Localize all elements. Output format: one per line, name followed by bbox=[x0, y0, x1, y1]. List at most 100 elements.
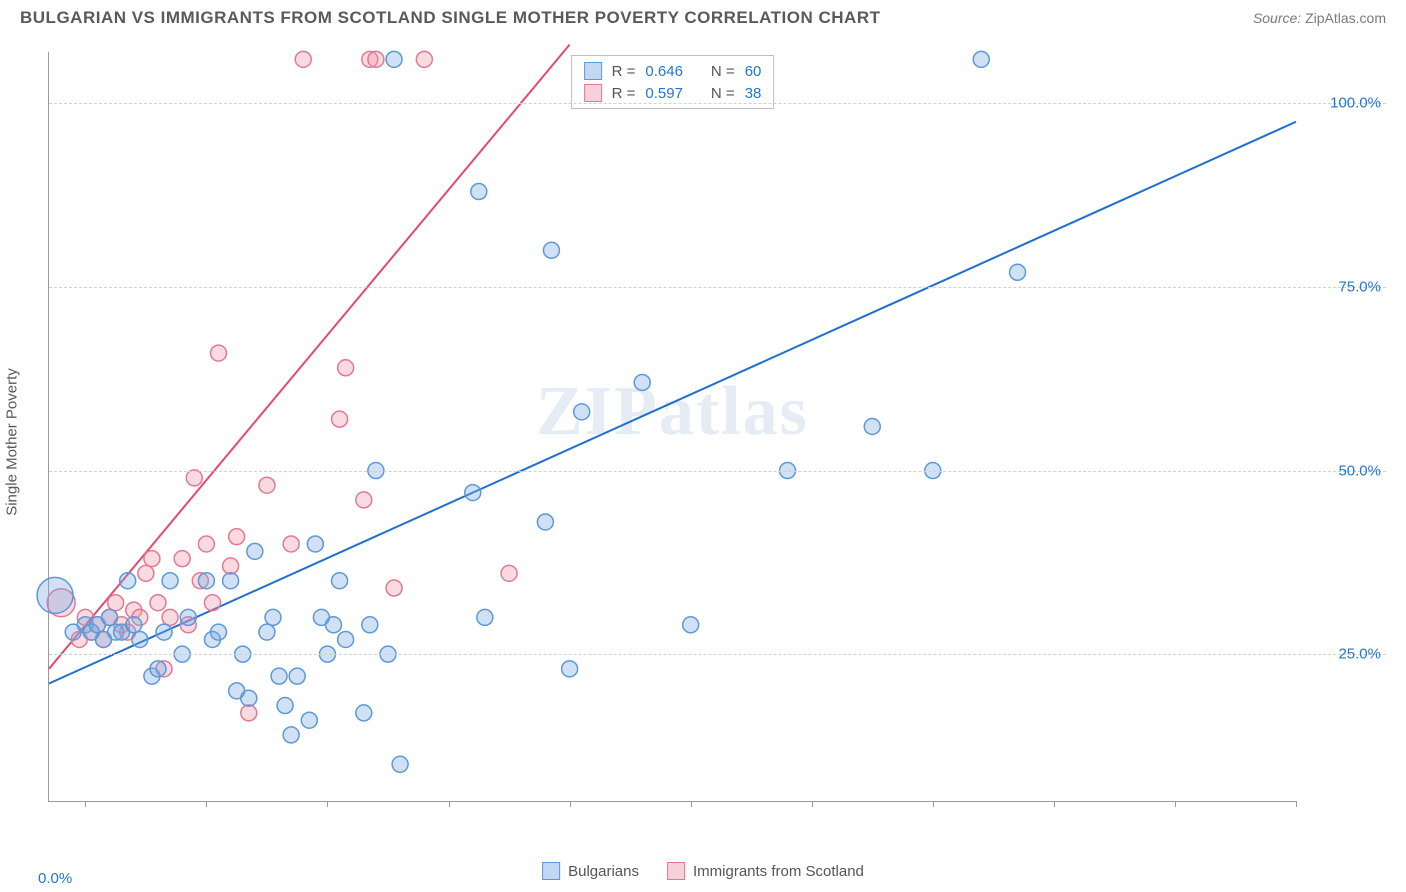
bottom-legend: Bulgarians Immigrants from Scotland bbox=[542, 862, 864, 880]
data-point bbox=[501, 565, 517, 581]
x-tick bbox=[449, 801, 450, 807]
data-point bbox=[295, 51, 311, 67]
data-point bbox=[634, 374, 650, 390]
data-point bbox=[150, 595, 166, 611]
data-point bbox=[174, 551, 190, 567]
data-point bbox=[543, 242, 559, 258]
data-point bbox=[338, 631, 354, 647]
data-point bbox=[271, 668, 287, 684]
data-point bbox=[386, 51, 402, 67]
data-point bbox=[332, 411, 348, 427]
data-point bbox=[247, 543, 263, 559]
data-point bbox=[392, 756, 408, 772]
data-point bbox=[204, 595, 220, 611]
data-point bbox=[283, 536, 299, 552]
data-point bbox=[198, 536, 214, 552]
data-point bbox=[241, 705, 257, 721]
data-point bbox=[973, 51, 989, 67]
x-tick bbox=[1054, 801, 1055, 807]
data-point bbox=[120, 573, 136, 589]
data-point bbox=[362, 617, 378, 633]
data-point bbox=[356, 492, 372, 508]
legend-item: Immigrants from Scotland bbox=[667, 862, 864, 880]
x-tick bbox=[1175, 801, 1176, 807]
source-value: ZipAtlas.com bbox=[1305, 10, 1386, 26]
data-point bbox=[162, 609, 178, 625]
data-point bbox=[471, 184, 487, 200]
data-point bbox=[368, 51, 384, 67]
legend-swatch-icon bbox=[542, 862, 560, 880]
chart-area: Single Mother Poverty ZIPatlas R = 0.646… bbox=[48, 52, 1386, 832]
data-point bbox=[416, 51, 432, 67]
gridline bbox=[49, 103, 1386, 104]
data-point bbox=[338, 360, 354, 376]
x-tick bbox=[327, 801, 328, 807]
data-point bbox=[289, 668, 305, 684]
y-tick-label: 50.0% bbox=[1301, 462, 1381, 479]
x-axis-first-label: 0.0% bbox=[38, 870, 72, 887]
data-point bbox=[186, 470, 202, 486]
gridline bbox=[49, 471, 1386, 472]
legend-item: Bulgarians bbox=[542, 862, 639, 880]
data-point bbox=[1010, 264, 1026, 280]
trend-line bbox=[49, 122, 1296, 684]
x-tick bbox=[1296, 801, 1297, 807]
data-point bbox=[307, 536, 323, 552]
data-point bbox=[537, 514, 553, 530]
data-point bbox=[574, 404, 590, 420]
gridline bbox=[49, 654, 1386, 655]
data-point bbox=[265, 609, 281, 625]
data-point bbox=[683, 617, 699, 633]
data-point bbox=[259, 477, 275, 493]
data-point bbox=[465, 485, 481, 501]
data-point bbox=[126, 617, 142, 633]
data-point bbox=[229, 529, 245, 545]
legend-label: Bulgarians bbox=[568, 863, 639, 880]
data-point bbox=[132, 631, 148, 647]
data-point bbox=[144, 551, 160, 567]
data-point bbox=[326, 617, 342, 633]
x-tick bbox=[933, 801, 934, 807]
chart-source: Source: ZipAtlas.com bbox=[1253, 10, 1386, 26]
x-tick bbox=[85, 801, 86, 807]
data-point bbox=[301, 712, 317, 728]
data-point bbox=[356, 705, 372, 721]
data-point bbox=[102, 609, 118, 625]
data-point bbox=[108, 595, 124, 611]
legend-label: Immigrants from Scotland bbox=[693, 863, 864, 880]
scatter-svg bbox=[49, 52, 1296, 801]
data-point bbox=[180, 609, 196, 625]
data-point bbox=[198, 573, 214, 589]
plot-area: ZIPatlas R = 0.646 N = 60 R = 0.597 N = … bbox=[48, 52, 1296, 802]
data-point bbox=[150, 661, 166, 677]
data-point bbox=[259, 624, 275, 640]
data-point bbox=[241, 690, 257, 706]
y-axis-label: Single Mother Poverty bbox=[4, 368, 21, 516]
data-point bbox=[223, 558, 239, 574]
data-point bbox=[477, 609, 493, 625]
gridline bbox=[49, 287, 1386, 288]
data-point bbox=[562, 661, 578, 677]
x-tick bbox=[570, 801, 571, 807]
chart-header: BULGARIAN VS IMMIGRANTS FROM SCOTLAND SI… bbox=[0, 0, 1406, 32]
y-tick-label: 100.0% bbox=[1301, 95, 1381, 112]
source-label: Source: bbox=[1253, 10, 1301, 26]
data-point bbox=[37, 577, 73, 613]
data-point bbox=[223, 573, 239, 589]
data-point bbox=[277, 698, 293, 714]
data-point bbox=[386, 580, 402, 596]
y-tick-label: 25.0% bbox=[1301, 646, 1381, 663]
data-point bbox=[864, 419, 880, 435]
data-point bbox=[138, 565, 154, 581]
data-point bbox=[156, 624, 172, 640]
y-tick-label: 75.0% bbox=[1301, 278, 1381, 295]
data-point bbox=[162, 573, 178, 589]
x-tick bbox=[812, 801, 813, 807]
x-tick bbox=[206, 801, 207, 807]
data-point bbox=[210, 624, 226, 640]
x-tick bbox=[691, 801, 692, 807]
legend-swatch-icon bbox=[667, 862, 685, 880]
chart-title: BULGARIAN VS IMMIGRANTS FROM SCOTLAND SI… bbox=[20, 8, 880, 28]
data-point bbox=[283, 727, 299, 743]
data-point bbox=[210, 345, 226, 361]
